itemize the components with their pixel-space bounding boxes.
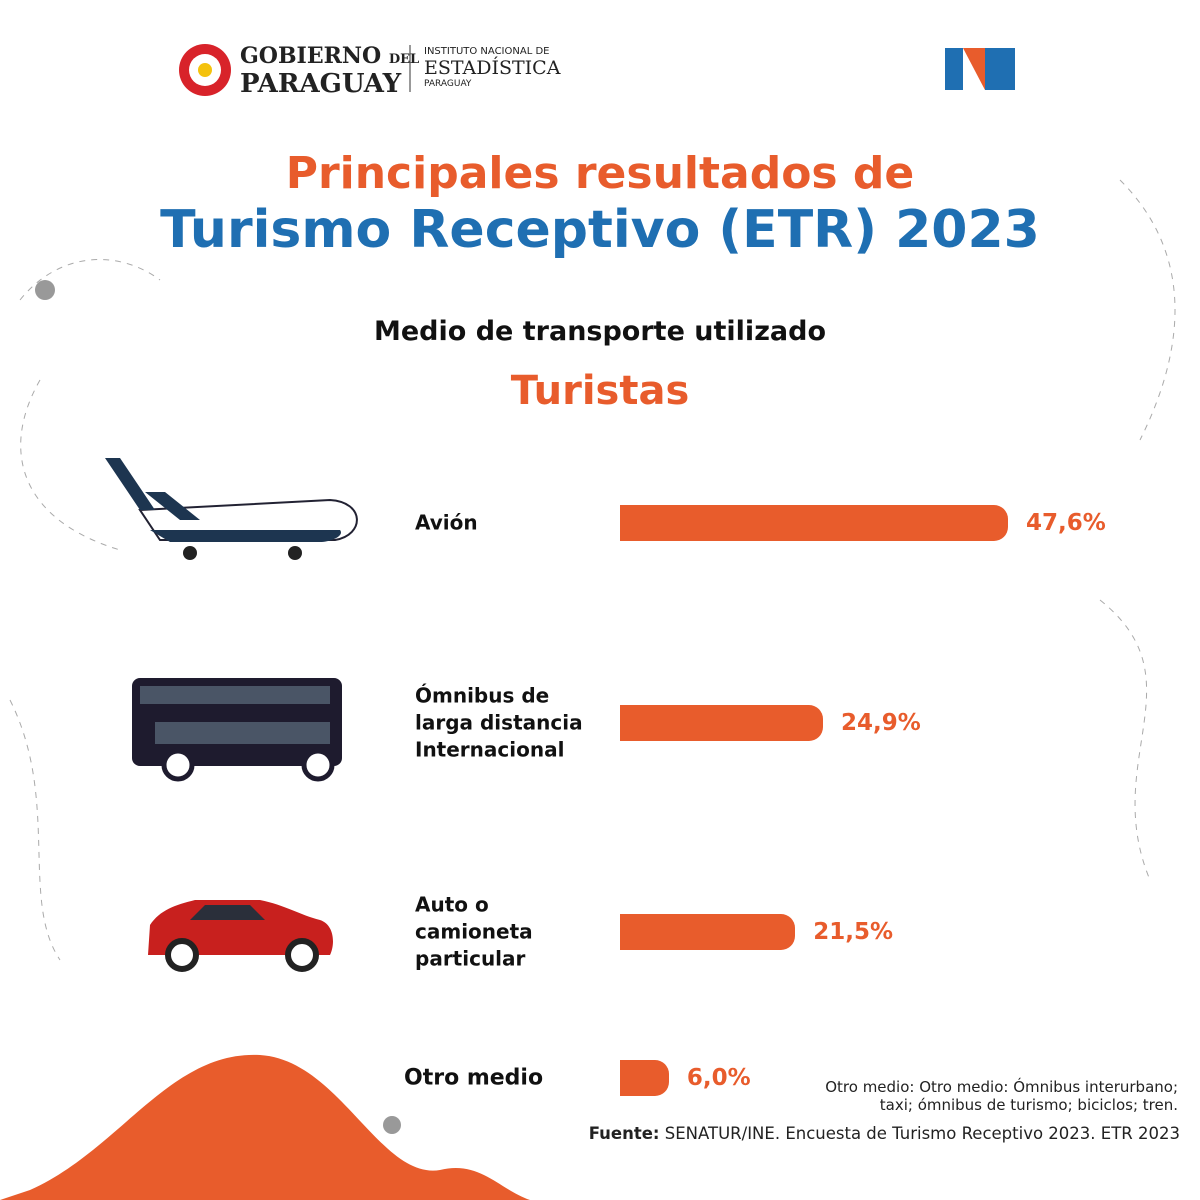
source: SENATUR/INE. Encuesta de Turismo Recepti… — [664, 1124, 1180, 1143]
gov-del: DEL — [388, 52, 420, 67]
note: Otro medio: Otro medio: Ómnibus interurb… — [825, 1078, 1178, 1114]
category-label: Ómnibus de larga distancia Internacional — [415, 683, 583, 762]
subtitle: Medio de transporte utilizado — [374, 316, 826, 347]
value-label: 6,0% — [686, 1065, 751, 1091]
subtitle: Turistas — [510, 368, 690, 414]
category-label: Otro medio — [404, 1065, 544, 1091]
title: Turismo Receptivo (ETR) 2023 — [160, 200, 1040, 260]
value-label: 47,6% — [1026, 510, 1106, 536]
bar — [620, 705, 823, 741]
ine: INSTITUTO NACIONAL DE — [424, 46, 550, 57]
value-label: 21,5% — [813, 919, 894, 945]
title: Principales resultados de — [285, 148, 915, 199]
category-label: Auto o camioneta particular — [415, 892, 533, 971]
gov: PARAGUAY — [240, 69, 402, 99]
gov: GOBIERNO — [240, 43, 382, 69]
bar — [620, 1060, 669, 1096]
category-label: Avión — [415, 510, 478, 535]
value-label: 24,9% — [840, 710, 921, 736]
bar — [620, 505, 1008, 541]
ine: ESTADÍSTICA — [424, 57, 561, 79]
bar — [620, 914, 796, 950]
source-label: Fuente: — [588, 1124, 660, 1143]
ine: PARAGUAY — [424, 79, 472, 89]
